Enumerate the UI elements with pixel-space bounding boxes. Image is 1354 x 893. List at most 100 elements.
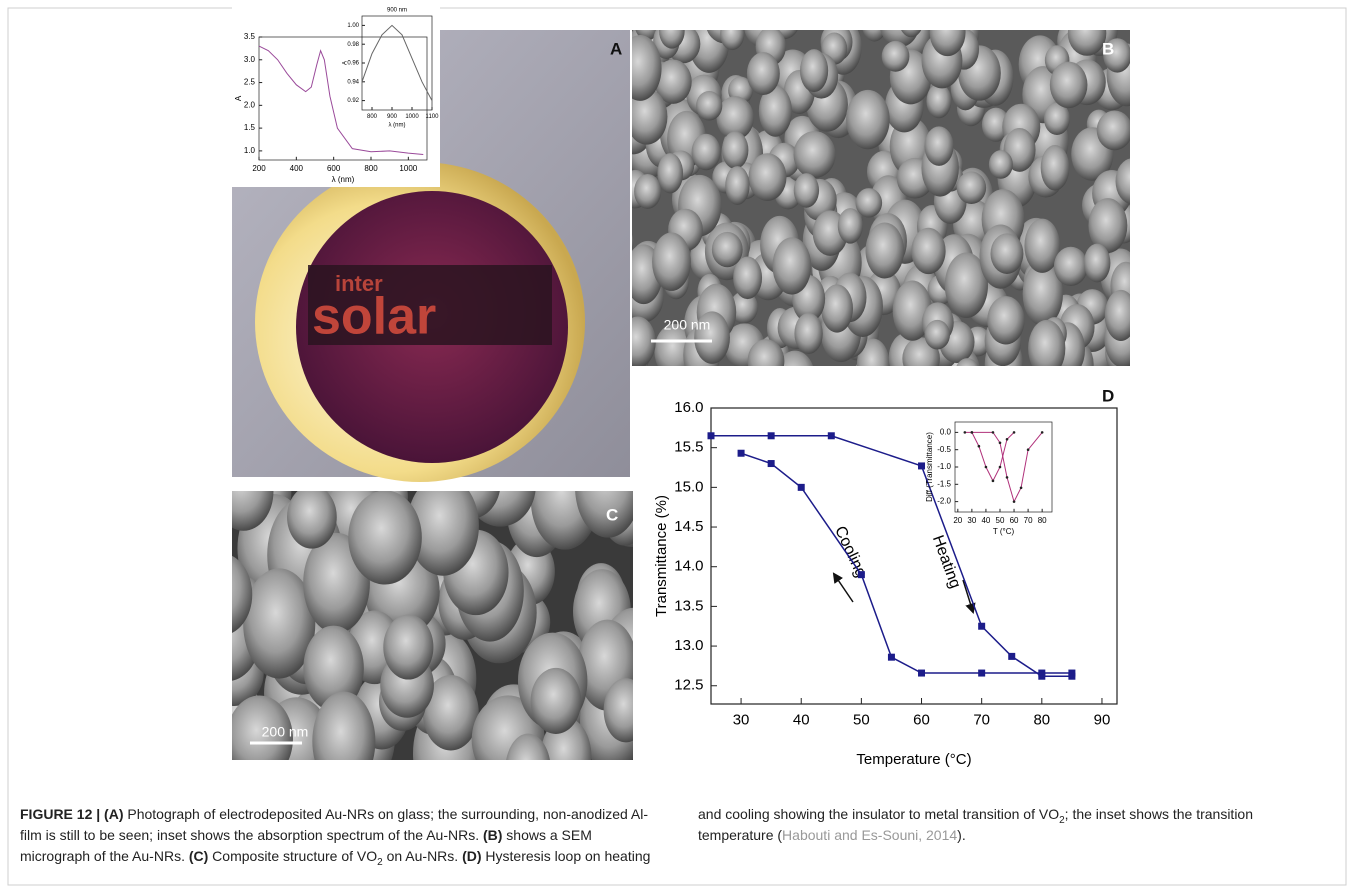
grain xyxy=(866,223,905,279)
annotation: Heating xyxy=(929,533,964,591)
grain xyxy=(1041,145,1070,191)
marker xyxy=(1068,670,1075,677)
grain xyxy=(1054,247,1088,286)
grain xyxy=(692,134,721,170)
marker xyxy=(1008,653,1015,660)
x-tick-label: 40 xyxy=(793,711,810,728)
grain xyxy=(505,734,551,807)
x-tick-label: 90 xyxy=(1094,711,1111,728)
grain xyxy=(924,126,953,166)
grain xyxy=(733,256,762,299)
grain xyxy=(987,296,1024,344)
grain xyxy=(696,91,722,121)
y-tick-label: 16.0 xyxy=(674,399,703,416)
x-tick-label: 20 xyxy=(953,516,962,525)
x-axis-label: Temperature (°C) xyxy=(856,751,971,768)
x-tick-label: 60 xyxy=(1010,516,1019,525)
grain xyxy=(712,232,743,267)
y-tick-label: 1.00 xyxy=(347,23,359,29)
marker xyxy=(768,460,775,467)
x-axis-label: T (°C) xyxy=(993,527,1015,536)
inset-title: 900 nm xyxy=(387,8,407,14)
y-tick-label: 12.5 xyxy=(674,677,703,694)
y-tick-label: 0.92 xyxy=(347,98,359,104)
grain xyxy=(930,9,966,56)
caption-text: on Au-NRs. xyxy=(383,848,462,864)
y-tick-label: -1.0 xyxy=(937,462,951,471)
marker xyxy=(1006,476,1009,479)
caption-text: (C) xyxy=(189,848,208,864)
grain xyxy=(1050,62,1088,109)
figure: inter solar 200 nm200 nmABCDCoolingHeati… xyxy=(0,0,1354,893)
x-tick-label: 70 xyxy=(1024,516,1033,525)
caption-text: Composite structure of VO xyxy=(208,848,377,864)
grain xyxy=(634,174,661,209)
marker xyxy=(1013,431,1016,434)
x-tick-label: 1000 xyxy=(405,114,419,120)
grain xyxy=(793,131,835,178)
grain xyxy=(925,320,950,350)
grain xyxy=(821,284,853,332)
x-tick-label: 80 xyxy=(1033,711,1050,728)
marker xyxy=(828,432,835,439)
y-tick-label: 2.0 xyxy=(244,100,256,109)
y-tick-label: -1.5 xyxy=(937,479,951,488)
grain xyxy=(657,153,683,193)
y-axis-label: A xyxy=(234,95,243,101)
grain xyxy=(846,90,890,149)
x-tick-label: 50 xyxy=(853,711,870,728)
grain xyxy=(383,615,433,680)
grain xyxy=(1068,11,1106,56)
sem-b xyxy=(605,0,1149,410)
grain xyxy=(1097,111,1133,151)
scale-bar-label: 200 nm xyxy=(262,724,309,740)
x-tick-label: 30 xyxy=(733,711,750,728)
y-tick-label: 0.94 xyxy=(347,79,359,85)
x-tick-label: 1000 xyxy=(399,164,417,173)
marker xyxy=(1038,670,1045,677)
x-tick-label: 400 xyxy=(290,164,304,173)
grain xyxy=(748,153,786,201)
panel-label: B xyxy=(1102,39,1114,58)
marker xyxy=(858,571,865,578)
scale-bar-label: 200 nm xyxy=(664,317,711,333)
grain xyxy=(652,233,691,291)
y-tick-label: 15.0 xyxy=(674,478,703,495)
grain xyxy=(348,490,422,584)
y-tick-label: 2.5 xyxy=(244,78,256,87)
grain xyxy=(531,668,582,734)
y-tick-label: 14.5 xyxy=(674,518,703,535)
panel-label: C xyxy=(606,505,618,524)
grain xyxy=(957,171,987,203)
x-tick-label: 60 xyxy=(913,711,930,728)
marker xyxy=(1027,448,1030,451)
x-tick-label: 800 xyxy=(367,114,378,120)
grain xyxy=(1105,290,1137,341)
marker xyxy=(738,450,745,457)
arrow xyxy=(963,580,973,612)
arrow xyxy=(834,574,853,602)
y-tick-label: 13.0 xyxy=(674,637,703,654)
caption-text: (D) xyxy=(462,848,481,864)
grain xyxy=(722,131,748,169)
x-tick-label: 70 xyxy=(973,711,990,728)
grain xyxy=(800,49,828,92)
marker xyxy=(999,466,1002,469)
marker xyxy=(768,432,775,439)
y-axis-label: Transmittance (%) xyxy=(653,495,670,617)
y-tick-label: 1.5 xyxy=(244,123,256,132)
marker xyxy=(978,670,985,677)
grain xyxy=(899,4,923,37)
marker xyxy=(888,654,895,661)
grain xyxy=(794,313,822,354)
grain xyxy=(287,485,337,548)
marker xyxy=(971,431,974,434)
marker xyxy=(992,431,995,434)
x-tick-label: 600 xyxy=(327,164,341,173)
grain xyxy=(911,228,945,274)
marker xyxy=(1006,438,1009,441)
marker xyxy=(999,441,1002,444)
grain xyxy=(926,84,951,119)
grain xyxy=(747,52,780,95)
x-tick-label: 30 xyxy=(967,516,976,525)
